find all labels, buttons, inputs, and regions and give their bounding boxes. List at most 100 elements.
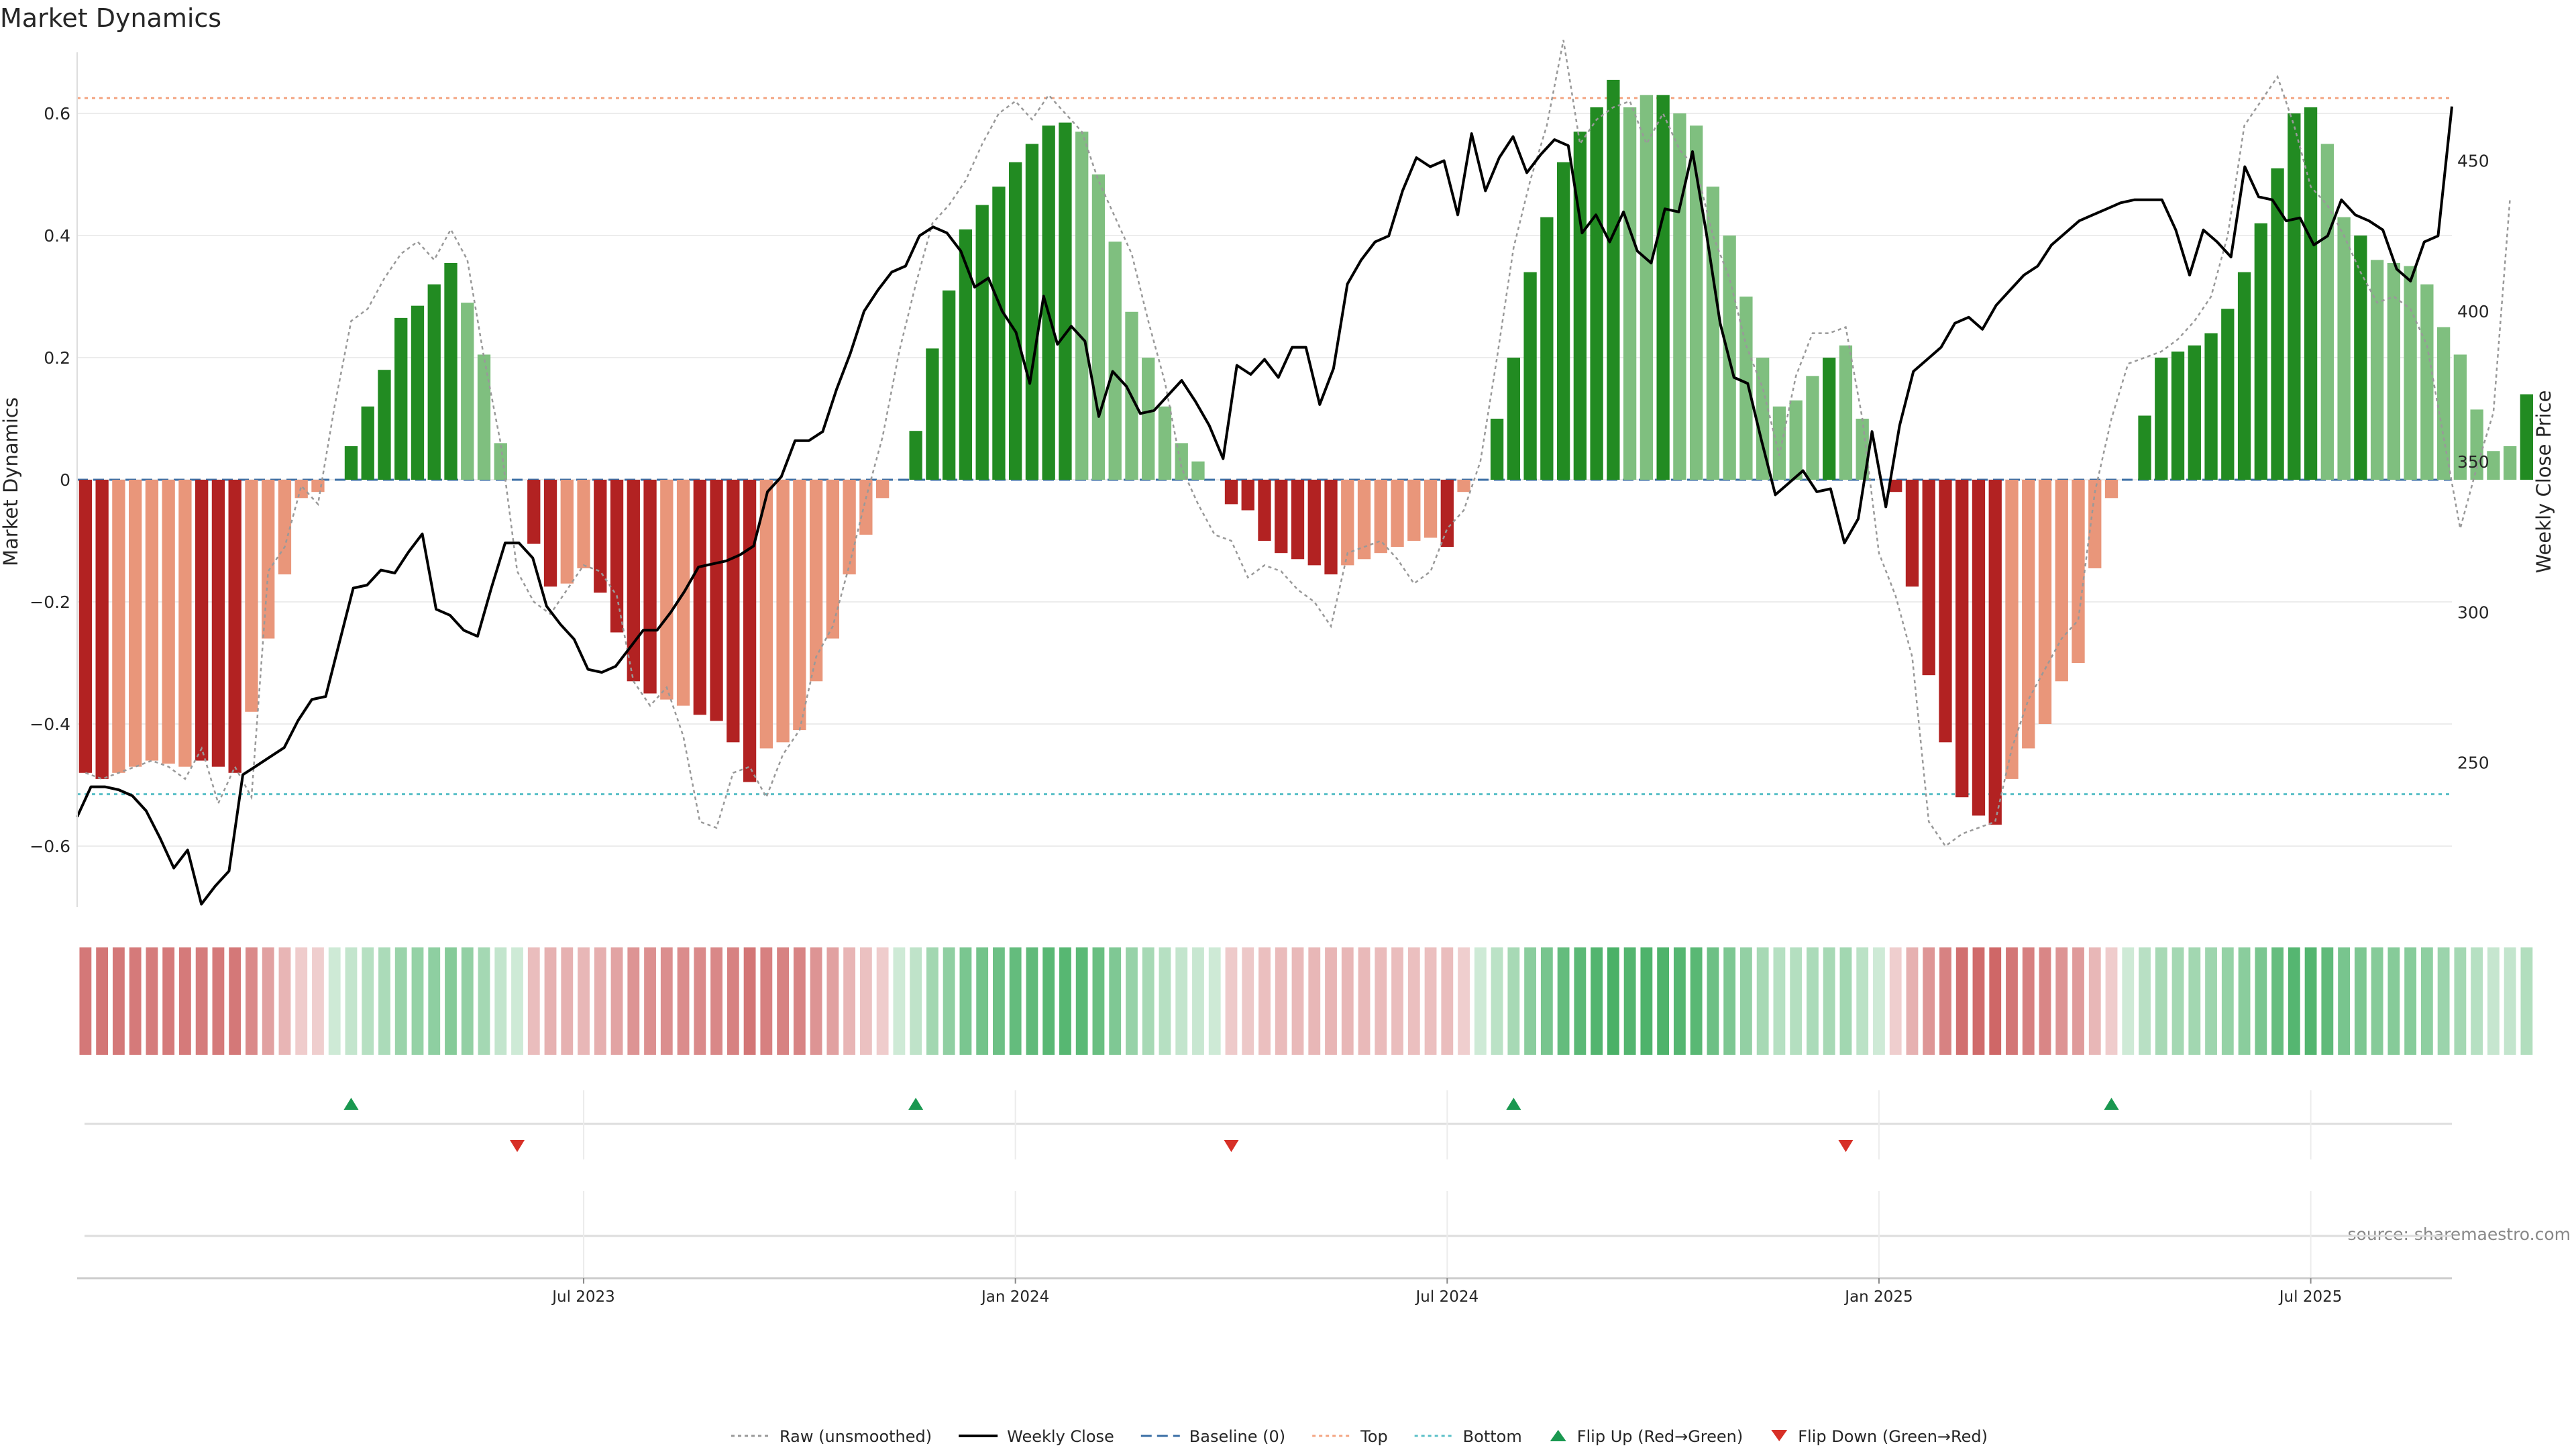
bar-130: [2237, 272, 2251, 480]
y2-tick-label: 400: [2457, 302, 2489, 321]
flip-up-marker-3: [2104, 1098, 2119, 1110]
bar-66: [1175, 443, 1188, 480]
bar-138: [2370, 260, 2384, 480]
heat-cell-3: [129, 947, 142, 1055]
bar-62: [1108, 242, 1122, 480]
heat-cell-27: [527, 947, 540, 1055]
heat-cell-92: [1607, 947, 1619, 1055]
heat-cell-72: [1275, 947, 1287, 1055]
y-tick-label: −0.4: [30, 715, 70, 734]
bar-86: [1507, 358, 1520, 480]
heat-cell-53: [959, 947, 972, 1055]
bar-91: [1590, 107, 1603, 480]
y2-axis-label: Weekly Close Price: [2532, 391, 2555, 574]
bar-47: [859, 480, 873, 535]
bar-134: [2304, 107, 2318, 480]
heat-cell-101: [1756, 947, 1769, 1055]
heat-cell-110: [1906, 947, 1919, 1055]
heat-cell-51: [926, 947, 938, 1055]
bar-120: [2072, 480, 2085, 663]
bar-136: [2337, 217, 2351, 480]
bar-61: [1091, 174, 1106, 480]
bar-34: [643, 480, 657, 694]
heat-cell-86: [1507, 947, 1520, 1055]
bar-59: [1059, 122, 1072, 480]
heat-cell-107: [1856, 947, 1869, 1055]
bar-71: [1258, 480, 1271, 541]
bar-115: [1988, 480, 2002, 825]
legend-item-2: Baseline (0): [1140, 1427, 1285, 1446]
heat-cell-120: [2072, 947, 2084, 1055]
heat-cell-11: [262, 947, 274, 1055]
bar-117: [2022, 480, 2035, 749]
legend-item-0: Raw (unsmoothed): [731, 1427, 932, 1446]
heat-cell-20: [411, 947, 424, 1055]
bar-78: [1374, 480, 1387, 554]
bar-126: [2171, 351, 2185, 480]
bar-3: [128, 480, 142, 767]
y2-tick-label: 250: [2457, 754, 2489, 773]
heat-cell-18: [378, 947, 390, 1055]
bar-142: [2436, 327, 2451, 480]
legend-marker-down: [1771, 1430, 1788, 1441]
heat-cell-142: [2437, 947, 2450, 1055]
bar-119: [2055, 480, 2068, 682]
heat-cell-45: [826, 947, 839, 1055]
bar-4: [145, 480, 159, 761]
heat-cell-58: [1042, 947, 1055, 1055]
heat-cell-83: [1458, 947, 1470, 1055]
legend: Raw (unsmoothed) Weekly Close Baseline (0)…: [731, 1427, 1988, 1446]
heat-cell-24: [478, 947, 490, 1055]
heat-cell-68: [1208, 947, 1221, 1055]
heat-cell-38: [710, 947, 722, 1055]
bar-109: [1889, 480, 1902, 492]
heat-cell-60: [1075, 947, 1088, 1055]
bar-55: [992, 187, 1006, 480]
bar-38: [710, 480, 723, 721]
heat-cell-137: [2354, 947, 2367, 1055]
heat-cell-19: [394, 947, 407, 1055]
heat-cell-2: [112, 947, 125, 1055]
heat-cell-141: [2420, 947, 2433, 1055]
bar-140: [2404, 266, 2417, 480]
flip-up-marker-1: [908, 1098, 924, 1110]
bar-77: [1357, 480, 1371, 560]
bar-43: [793, 480, 806, 731]
heat-cell-91: [1591, 947, 1603, 1055]
heat-cell-12: [278, 947, 291, 1055]
heat-cell-4: [146, 947, 158, 1055]
heat-cell-129: [2221, 947, 2234, 1055]
flip-down-marker-1: [1224, 1140, 1239, 1152]
heat-cell-108: [1873, 947, 1885, 1055]
heat-cell-48: [876, 947, 889, 1055]
bar-85: [1490, 419, 1504, 480]
y-tick-label: 0.4: [44, 226, 70, 246]
heat-cell-133: [2288, 947, 2300, 1055]
legend-item-6: Flip Down (Green→Red): [1771, 1427, 1988, 1446]
heat-cell-0: [79, 947, 92, 1055]
bar-27: [527, 480, 541, 544]
bar-94: [1640, 95, 1654, 480]
heat-cell-99: [1723, 947, 1736, 1055]
heat-cell-52: [943, 947, 955, 1055]
heat-cell-46: [843, 947, 856, 1055]
heat-cell-146: [2504, 947, 2516, 1055]
heat-cell-66: [1175, 947, 1188, 1055]
bar-104: [1806, 376, 1819, 480]
heat-cell-111: [1923, 947, 1935, 1055]
legend-label: Weekly Close: [1007, 1427, 1114, 1446]
heat-cell-143: [2454, 947, 2467, 1055]
bar-113: [1955, 480, 1969, 798]
bar-16: [344, 446, 358, 480]
bar-96: [1673, 113, 1686, 480]
bar-67: [1191, 461, 1205, 480]
heat-cell-78: [1375, 947, 1387, 1055]
heat-cell-139: [2387, 947, 2400, 1055]
heat-cell-39: [727, 947, 739, 1055]
legend-label: Raw (unsmoothed): [780, 1427, 932, 1446]
bar-25: [494, 443, 507, 480]
heat-cell-119: [2055, 947, 2068, 1055]
heat-cell-28: [544, 947, 557, 1055]
heat-cell-65: [1159, 947, 1171, 1055]
legend-item-4: Bottom: [1414, 1427, 1522, 1446]
